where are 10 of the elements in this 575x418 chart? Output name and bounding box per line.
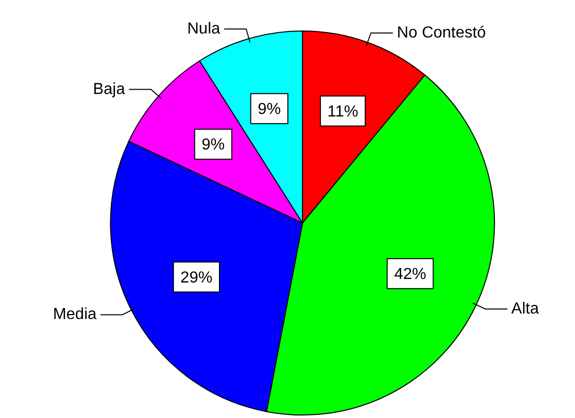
data-label: 42% (394, 266, 426, 284)
slice-label: Media (52, 306, 97, 324)
slice-label: Alta (511, 300, 539, 318)
slice-label: No Contestó (396, 24, 486, 42)
data-label: 9% (202, 136, 225, 154)
data-label: 29% (180, 269, 212, 286)
slice-label: Baja (92, 80, 126, 98)
data-label: 11% (327, 103, 358, 120)
slice-label: Nula (187, 20, 220, 38)
data-label: 9% (258, 101, 281, 118)
